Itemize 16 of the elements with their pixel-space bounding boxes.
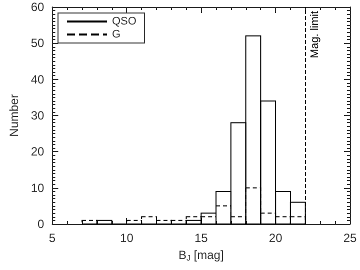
y-tick-label: 0 xyxy=(38,217,45,231)
x-tick-label: 25 xyxy=(343,231,357,245)
y-tick-label: 40 xyxy=(30,72,45,86)
y-tick-label: 60 xyxy=(30,0,45,14)
y-tick-label: 30 xyxy=(30,108,45,122)
legend-label: G xyxy=(112,28,121,40)
x-tick-label: 5 xyxy=(48,231,56,245)
y-tick-label: 20 xyxy=(30,144,45,159)
y-axis-title: Number xyxy=(7,94,21,137)
legend-label: QSO xyxy=(112,16,137,28)
x-tick-label: 15 xyxy=(194,231,208,245)
x-tick-label: 10 xyxy=(120,231,134,245)
x-tick-label: 20 xyxy=(268,231,283,245)
ref-line-label: Mag. limit xyxy=(308,11,321,58)
y-tick-label: 50 xyxy=(30,36,45,50)
y-tick-label: 10 xyxy=(30,180,45,195)
